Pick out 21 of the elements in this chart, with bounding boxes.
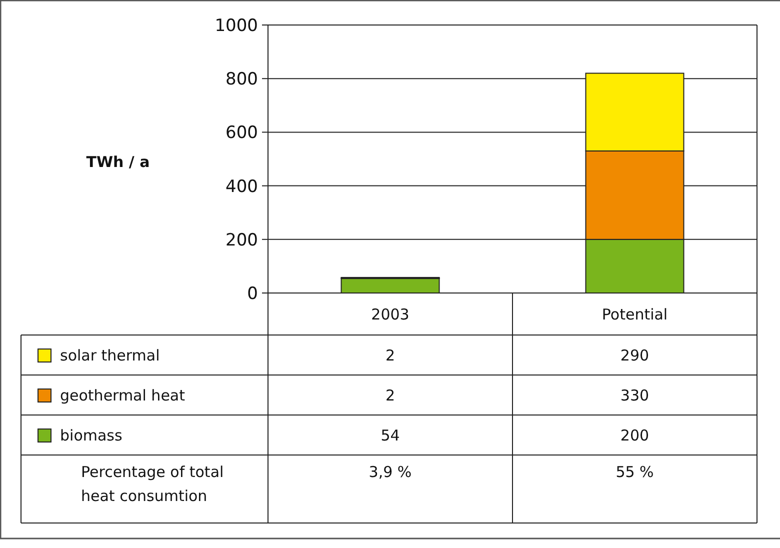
- y-axis-title: TWh / a: [86, 153, 150, 171]
- y-tick-label: 400: [226, 176, 258, 197]
- x-tick-label: 2003: [371, 305, 410, 324]
- legend-label: solar thermal: [60, 346, 160, 364]
- y-tick-label: 800: [226, 70, 258, 90]
- legend-label: geothermal heat: [60, 386, 186, 404]
- data-label: 2: [385, 386, 396, 404]
- y-tick-label: 200: [226, 230, 258, 250]
- data-label: 200: [620, 426, 650, 444]
- legend-label: biomass: [60, 426, 122, 444]
- y-tick-label: 600: [226, 123, 258, 144]
- text: Percentage of total heat consumtion: [81, 463, 224, 505]
- text: 3,9 %: [368, 463, 412, 481]
- y-tick-label: 1000: [214, 16, 258, 36]
- x-tick-label: Potential: [602, 305, 668, 324]
- data-label: 330: [620, 386, 650, 404]
- data-label: 54: [380, 426, 400, 444]
- data-label: 290: [620, 346, 650, 364]
- text: 55 %: [616, 463, 654, 481]
- data-label: 2: [385, 346, 396, 364]
- y-tick-label: 0: [247, 284, 258, 304]
